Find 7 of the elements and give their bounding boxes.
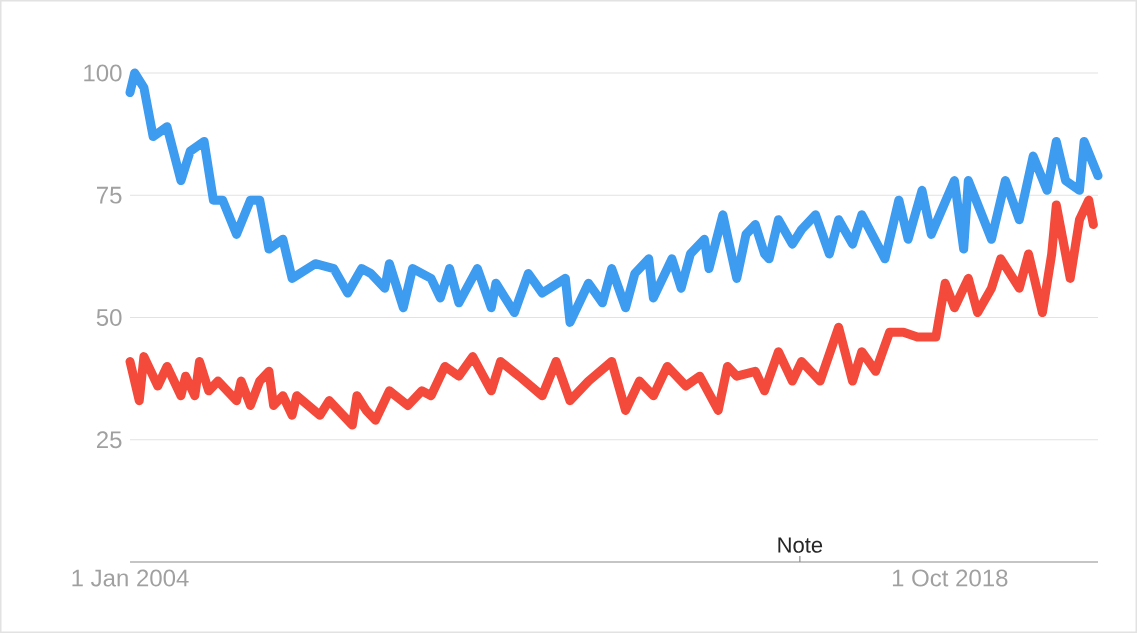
y-tick-label: 100 xyxy=(84,64,122,82)
annotation: Note xyxy=(778,537,823,553)
x-tick-label: 1 Jan 2004 xyxy=(72,569,189,587)
y-tick-label: 75 xyxy=(97,186,122,204)
x-tick-label: 1 Oct 2018 xyxy=(892,569,1008,587)
y-tick-label: 50 xyxy=(96,309,122,326)
y-tick-label: 25 xyxy=(96,431,122,449)
